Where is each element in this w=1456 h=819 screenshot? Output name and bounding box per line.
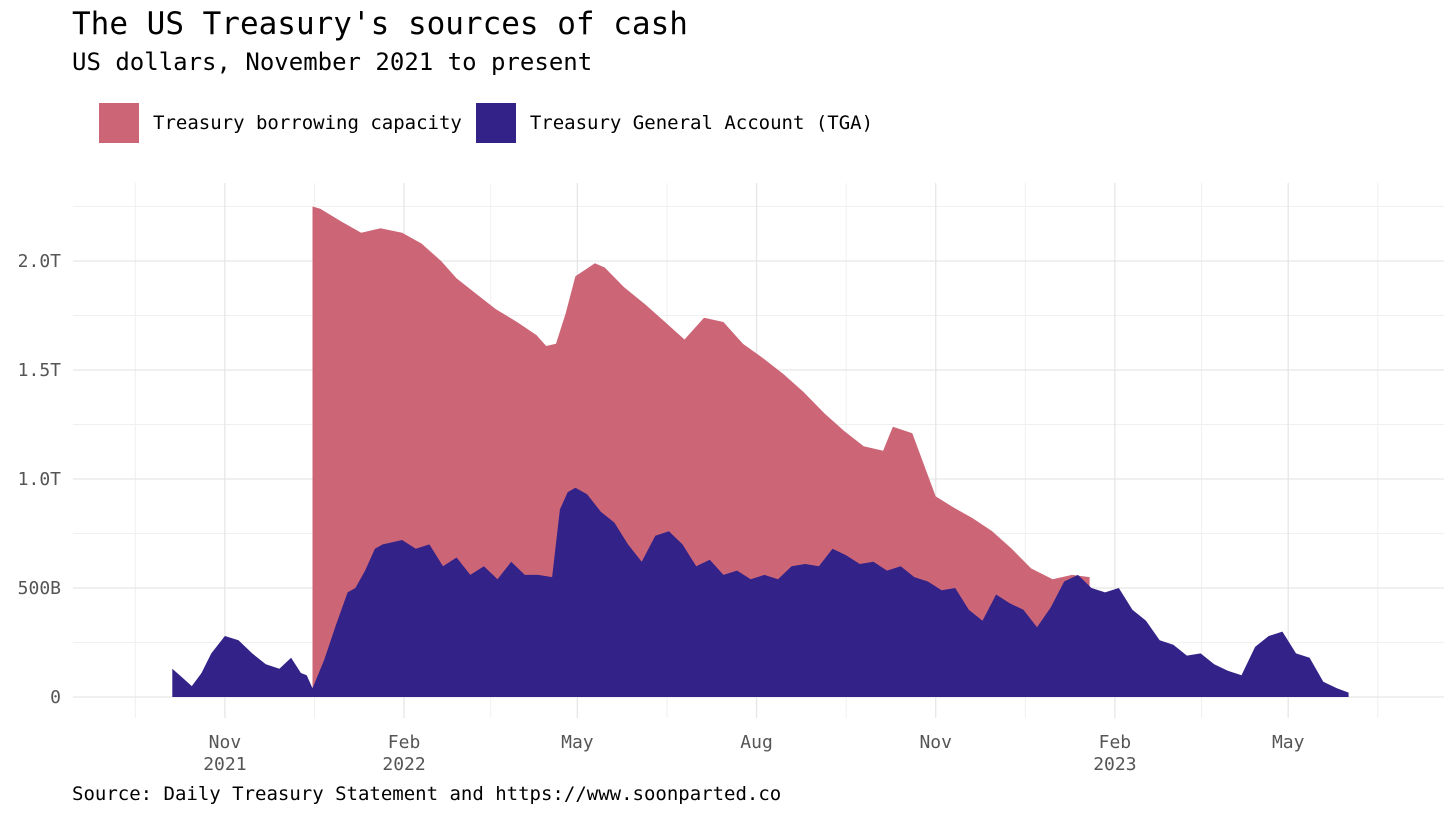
x-tick-label: Feb [1099, 732, 1132, 753]
x-tick-year-label: 2022 [382, 754, 425, 775]
legend-item-borrowing-capacity: Treasury borrowing capacity [99, 103, 462, 143]
x-tick-label: Nov [209, 732, 242, 753]
chart-legend: Treasury borrowing capacity Treasury Gen… [99, 103, 887, 143]
area-series-tga [172, 487, 1349, 697]
legend-swatch-borrowing-capacity [99, 103, 139, 143]
legend-label-tga: Treasury General Account (TGA) [529, 112, 874, 134]
y-tick-label: 1.0T [18, 469, 62, 490]
legend-swatch-tga [475, 103, 516, 143]
y-tick-label: 1.5T [18, 360, 62, 381]
legend-label-borrowing-capacity: Treasury borrowing capacity [153, 112, 462, 134]
x-tick-label: May [561, 732, 594, 753]
y-tick-label: 500B [18, 578, 61, 599]
x-tick-year-label: 2023 [1093, 754, 1136, 775]
x-tick-label: Feb [388, 732, 421, 753]
legend-item-tga: Treasury General Account (TGA) [475, 103, 874, 143]
x-tick-label: May [1272, 732, 1305, 753]
chart-source: Source: Daily Treasury Statement and htt… [72, 783, 782, 805]
x-tick-label: Aug [740, 732, 773, 753]
chart-title: The US Treasury's sources of cash [72, 6, 688, 42]
x-tick-year-label: 2021 [203, 754, 246, 775]
chart-subtitle: US dollars, November 2021 to present [72, 48, 593, 76]
chart-areas [172, 206, 1349, 697]
y-tick-label: 2.0T [18, 251, 62, 272]
x-tick-label: Nov [919, 732, 952, 753]
y-tick-label: 0 [50, 687, 61, 708]
